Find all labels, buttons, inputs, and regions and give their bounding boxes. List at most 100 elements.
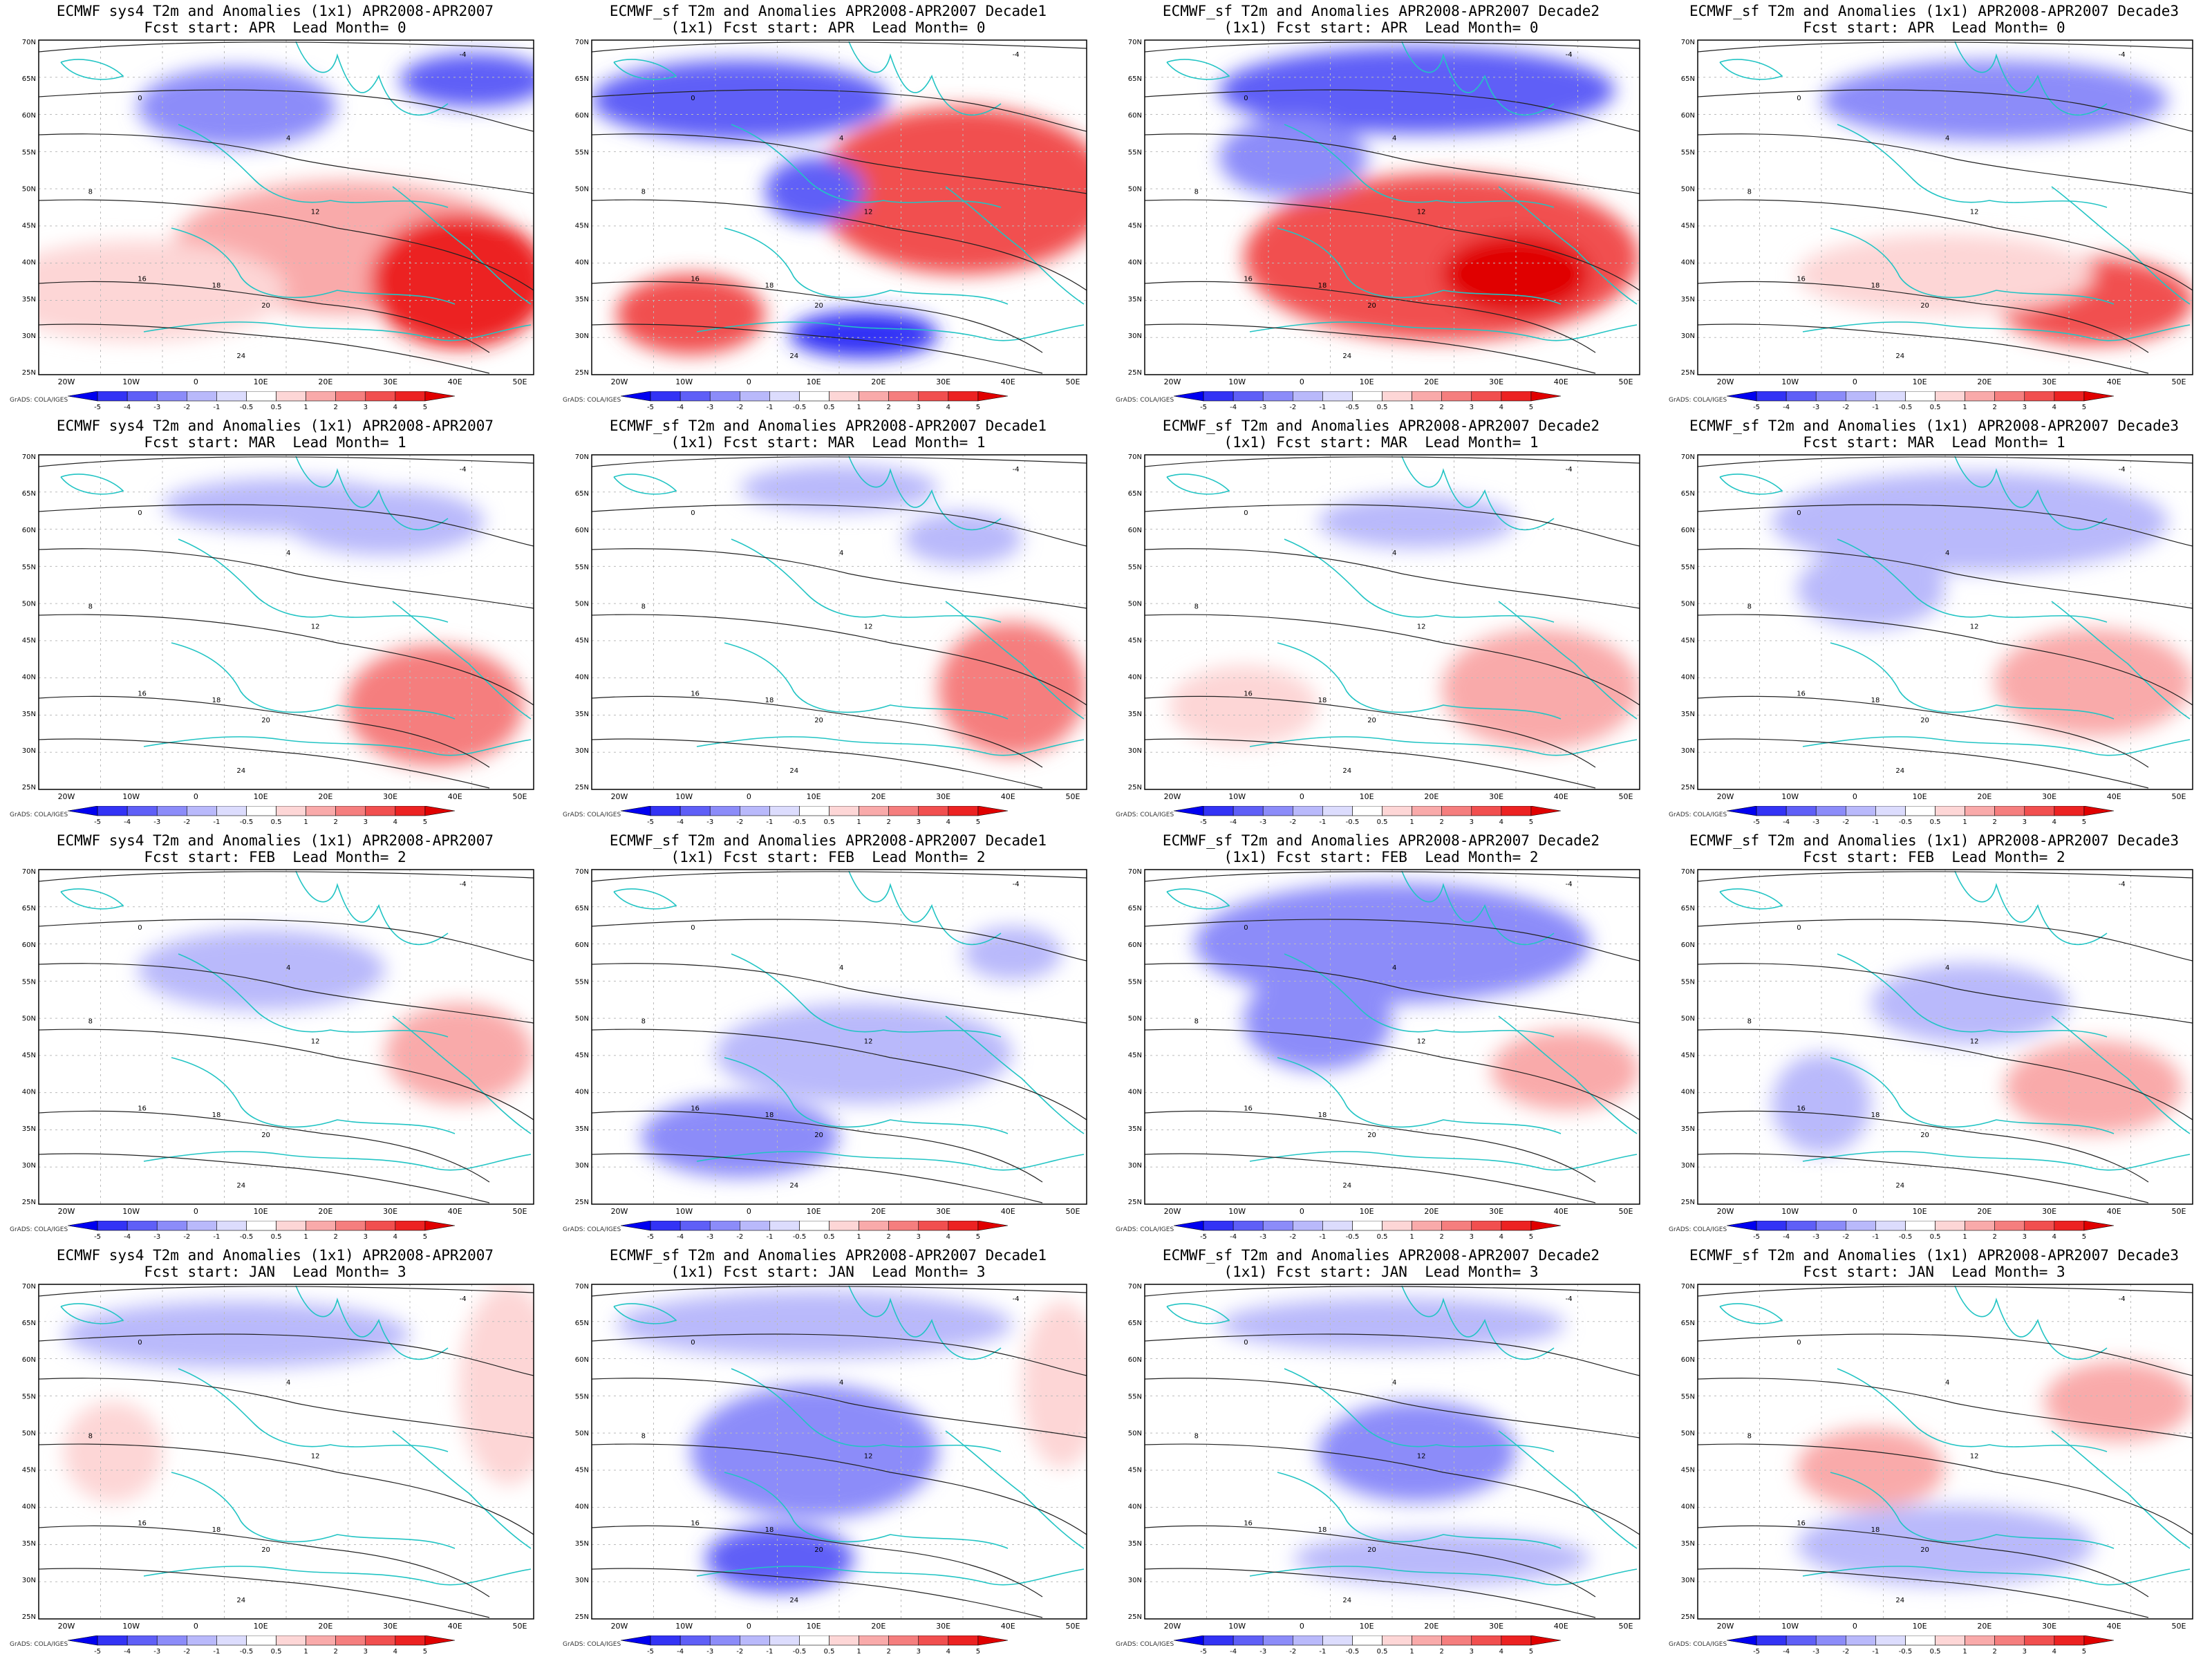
map-plot: -4 0 4 8 12 16 18 20 24 20W 10W 0 10E 20E 30E 40E 50E 70N…: [575, 453, 1087, 801]
y-tick-label: 45N: [22, 1467, 36, 1474]
y-tick-label: 50N: [22, 1430, 36, 1437]
y-tick-label: 60N: [22, 941, 36, 949]
y-tick-label: 60N: [1681, 112, 1695, 120]
colorbar-swatch: [1352, 391, 1382, 402]
y-tick-label: 35N: [1128, 296, 1142, 303]
grads-credit: GrADS: COLA/IGES: [1116, 1641, 1174, 1648]
contour-label: 16: [138, 690, 147, 697]
colorbar-swatch: [335, 1635, 366, 1646]
colorbar-swatch: [1815, 806, 1846, 816]
contour-label: 0: [138, 509, 142, 517]
colorbar-level-label: 0.5: [824, 1648, 835, 1656]
contour-label: 8: [1194, 1018, 1199, 1026]
contour-line: [39, 1153, 490, 1203]
x-tick-label: 10W: [675, 1207, 693, 1216]
y-tick-label: 35N: [22, 711, 36, 718]
colorbar-level-label: 3: [1470, 1233, 1474, 1241]
contour-label: 20: [814, 717, 823, 724]
colorbar-level-label: 4: [2052, 1233, 2056, 1241]
x-tick-label: 10W: [122, 1207, 140, 1216]
coastline: [178, 124, 449, 208]
colorbar-swatch: [424, 1221, 456, 1231]
contour-line: [39, 1378, 534, 1438]
contour-line: [39, 919, 534, 962]
y-tick-label: 65N: [575, 1320, 589, 1327]
coastline: [1954, 456, 2108, 531]
colorbar-swatch: [216, 1635, 247, 1646]
y-tick-label: 70N: [22, 453, 36, 461]
colorbar-level-label: -2: [1842, 1233, 1849, 1241]
colorbar-level-label: -5: [647, 818, 654, 826]
y-tick-label: 35N: [1128, 1125, 1142, 1133]
contour-line: [39, 324, 490, 374]
colorbar-swatch: [1382, 1635, 1412, 1646]
x-tick-label: 40E: [1001, 1622, 1015, 1631]
grads-credit: GrADS: COLA/IGES: [1669, 397, 1727, 404]
colorbar-swatch: [1875, 391, 1906, 402]
contour-label: 20: [814, 1132, 823, 1139]
contour-label: 8: [641, 603, 646, 611]
x-tick-label: 0: [1853, 1622, 1857, 1631]
y-tick-label: 30N: [1128, 1162, 1142, 1170]
colorbar-level-label: 0.5: [1377, 1648, 1388, 1656]
colorbar: -5 -4 -3 -2 -1 -0.5 0.5 1 2 3 4 5: [67, 1635, 456, 1656]
contour-label: 18: [212, 1526, 221, 1534]
contour-line: [592, 871, 1087, 882]
contour-label: 20: [814, 1546, 823, 1554]
colorbar-level-label: -3: [153, 1648, 160, 1656]
y-tick-label: 50N: [1128, 600, 1142, 608]
coastline: [295, 41, 449, 116]
colorbar-swatch: [1322, 391, 1353, 402]
colorbar-swatch: [799, 391, 830, 402]
x-tick-label: 10E: [254, 792, 268, 801]
x-tick-label: 30E: [2042, 377, 2056, 386]
coastline: [392, 601, 532, 720]
colorbar: -5 -4 -3 -2 -1 -0.5 0.5 1 2 3 4 5: [1173, 391, 1562, 411]
colorbar-level-label: -2: [1289, 1233, 1296, 1241]
colorbar-level-label: -5: [1753, 1648, 1760, 1656]
colorbar-swatch: [2054, 391, 2085, 402]
colorbar-level-label: -4: [1230, 1233, 1237, 1241]
y-tick-label: 65N: [575, 490, 589, 498]
colorbar-level-label: -2: [736, 818, 743, 826]
y-tick-label: 65N: [1681, 75, 1695, 83]
coastline: [1954, 870, 2108, 946]
contour-label: 4: [839, 135, 843, 142]
colorbar-swatch: [424, 1635, 456, 1646]
map-panel: ECMWF_sf T2m and Anomalies APR2008-APR20…: [559, 830, 1098, 1244]
panel-title-line1: ECMWF sys4 T2m and Anomalies (1x1) APR20…: [56, 418, 494, 434]
x-tick-label: 20E: [318, 792, 332, 801]
x-tick-label: 50E: [2172, 1207, 2186, 1216]
x-tick-label: 10E: [1913, 1207, 1927, 1216]
contour-label: 20: [1367, 1132, 1376, 1139]
panel-title: ECMWF_sf T2m and Anomalies (1x1) APR2008…: [1665, 418, 2204, 451]
y-tick-label: 55N: [22, 978, 36, 986]
colorbar-level-label: -3: [706, 818, 713, 826]
contour-line: [1698, 133, 2193, 194]
colorbar: -5 -4 -3 -2 -1 -0.5 0.5 1 2 3 4 5: [67, 806, 456, 826]
anomaly-area: [1797, 1428, 1945, 1509]
colorbar-swatch: [1935, 1221, 1965, 1231]
colorbar-level-label: 5: [1529, 404, 1533, 411]
x-tick-label: 40E: [2107, 1207, 2121, 1216]
colorbar-level-label: 2: [1440, 818, 1444, 826]
map-frame: [38, 1284, 534, 1620]
y-tick-label: 45N: [22, 223, 36, 230]
colorbar-level-label: -3: [706, 1233, 713, 1241]
colorbar-level-label: -3: [1259, 818, 1266, 826]
y-tick-label: 40N: [1681, 259, 1695, 267]
panel-title: ECMWF_sf T2m and Anomalies APR2008-APR20…: [559, 3, 1098, 36]
map-frame: [1144, 1284, 1640, 1620]
x-tick-label: 20W: [1717, 1622, 1734, 1631]
contour-line: [1698, 41, 2193, 53]
panel-title: ECMWF sys4 T2m and Anomalies (1x1) APR20…: [6, 418, 545, 451]
x-tick-label: 40E: [448, 377, 462, 386]
colorbar-swatch: [918, 391, 949, 402]
contour-label: 24: [1895, 353, 1904, 360]
x-tick-label: 40E: [1554, 1207, 1568, 1216]
colorbar-level-label: 1: [303, 1648, 308, 1656]
map-frame: [1697, 869, 2193, 1205]
x-tick-label: 10E: [1360, 792, 1374, 801]
map-frame: [38, 869, 534, 1205]
contour-label: 16: [1244, 1105, 1253, 1112]
